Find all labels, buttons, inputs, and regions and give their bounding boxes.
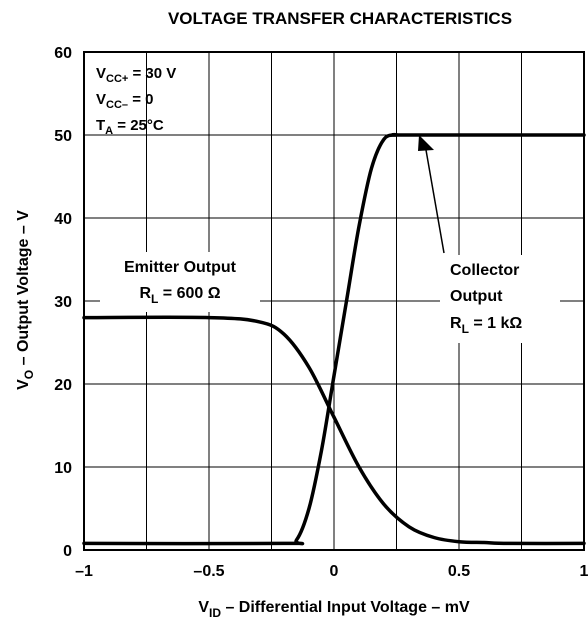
y-tick-label: 10 [54, 460, 72, 477]
x-axis-label: VID – Differential Input Voltage – mV [198, 599, 470, 620]
series-line-collector-output [82, 132, 586, 546]
series-line-emitter-output [82, 315, 586, 546]
condition-ta: TA = 25°C [96, 117, 164, 137]
series-lines [82, 132, 586, 546]
y-tick-label: 60 [54, 45, 72, 62]
chart-title: VOLTAGE TRANSFER CHARACTERISTICS [168, 9, 512, 28]
emitter-rl-label: RL = 600 Ω [139, 285, 220, 306]
y-axis-label: VO – Output Voltage – V [15, 210, 36, 390]
collector-pointer-line [425, 149, 445, 254]
x-tick-label: –0.5 [193, 563, 224, 580]
x-tick-label: 0.5 [448, 563, 470, 580]
collector-label-line1: Collector [450, 262, 519, 279]
y-tick-label: 30 [54, 294, 72, 311]
collector-label-backdrop [440, 255, 560, 343]
collector-label-line2: Output [450, 288, 503, 305]
y-tick-label: 50 [54, 128, 72, 145]
emitter-label: Emitter Output [124, 259, 237, 276]
collector-arrowhead [418, 135, 434, 151]
x-tick-label: –1 [75, 563, 93, 580]
y-tick-label: 40 [54, 211, 72, 228]
x-tick-label: 1 [580, 563, 588, 580]
x-tick-label: 0 [330, 563, 339, 580]
y-tick-labels: 0 10 20 30 40 50 60 [54, 45, 72, 560]
condition-vcc-plus: VCC+ = 30 V [96, 65, 176, 85]
x-tick-labels: –1 –0.5 0 0.5 1 [75, 563, 588, 580]
y-tick-label: 0 [63, 543, 72, 560]
y-tick-label: 20 [54, 377, 72, 394]
collector-rl-label: RL = 1 kΩ [450, 315, 522, 336]
condition-vcc-minus: VCC– = 0 [96, 91, 153, 111]
emitter-label-backdrop [100, 252, 260, 312]
conditions-block: VCC+ = 30 V VCC– = 0 TA = 25°C [96, 65, 176, 137]
